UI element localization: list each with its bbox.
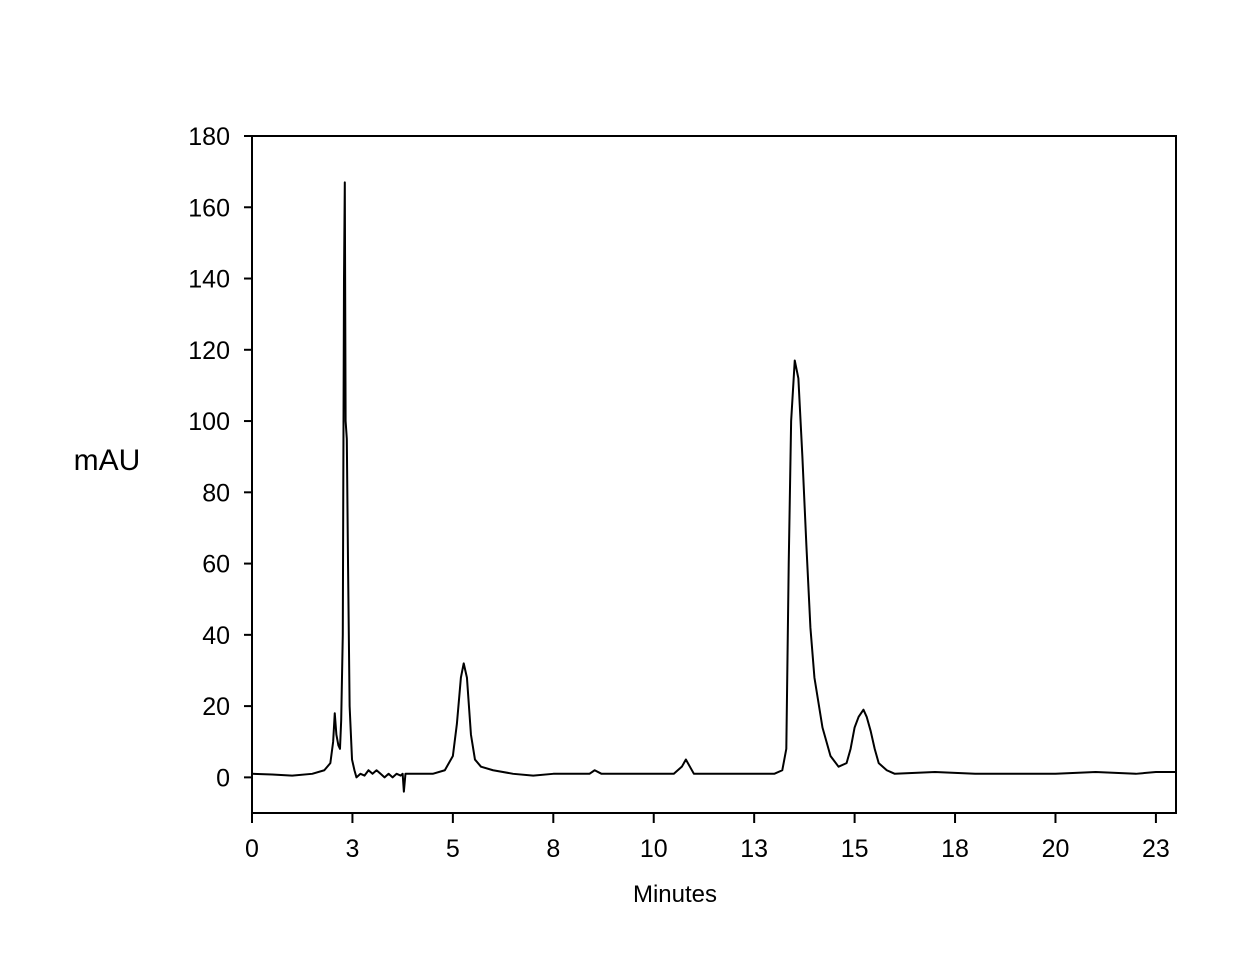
x-axis-label: Minutes (633, 881, 717, 908)
x-tick-label: 23 (1142, 835, 1170, 863)
y-tick-label: 140 (188, 266, 230, 294)
data-line (251, 181, 1176, 793)
y-axis-label: mAU (74, 444, 141, 477)
x-tick-label: 0 (245, 835, 259, 863)
y-tick-label: 100 (188, 408, 230, 436)
x-tick-label: 13 (740, 835, 768, 863)
y-tick-label: 60 (202, 551, 230, 579)
x-tick-label: 5 (446, 835, 460, 863)
y-tick-label: 40 (202, 622, 230, 650)
x-tick-label: 15 (841, 835, 869, 863)
y-tick-label: 20 (202, 693, 230, 721)
y-tick-label: 80 (202, 479, 230, 507)
y-tick-label: 160 (188, 194, 230, 222)
y-tick-label: 120 (188, 337, 230, 365)
x-tick-label: 18 (941, 835, 969, 863)
x-tick-label: 20 (1042, 835, 1070, 863)
x-tick-label: 10 (640, 835, 668, 863)
x-tick-label: 3 (345, 835, 359, 863)
x-tick-label: 8 (546, 835, 560, 863)
plot-frame (251, 135, 1177, 814)
y-tick-label: 0 (216, 764, 230, 792)
y-tick-label: 180 (188, 123, 230, 151)
